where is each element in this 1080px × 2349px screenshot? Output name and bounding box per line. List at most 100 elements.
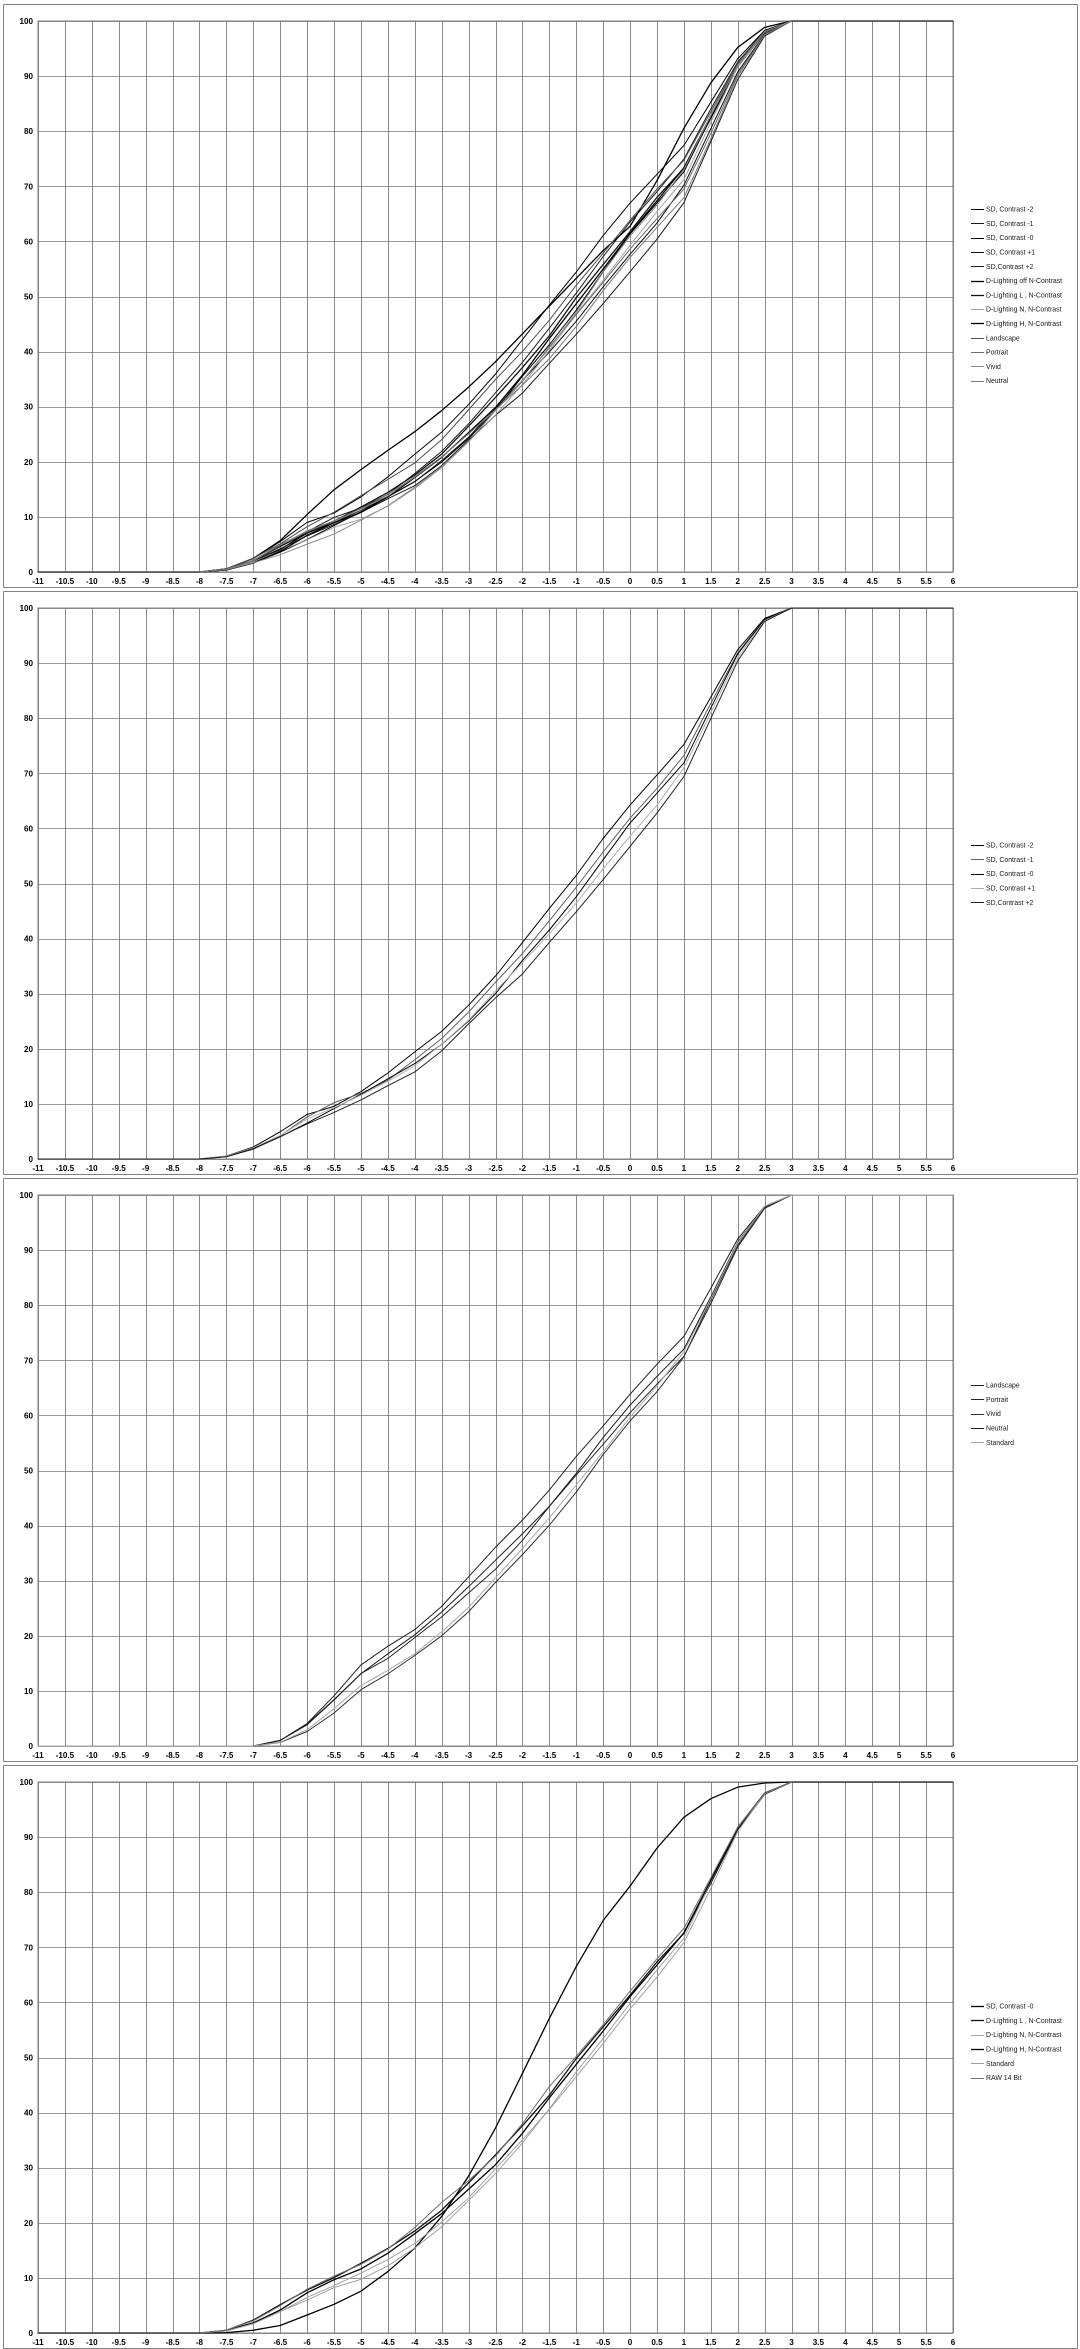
svg-text:-11: -11 — [32, 1164, 44, 1173]
svg-text:-4: -4 — [411, 2338, 419, 2347]
svg-text:-10.5: -10.5 — [55, 2338, 74, 2347]
svg-text:-0.5: -0.5 — [596, 1751, 610, 1760]
svg-text:6: 6 — [950, 1751, 955, 1760]
svg-text:SD, Contrast -0: SD, Contrast -0 — [986, 235, 1034, 242]
svg-text:1.5: 1.5 — [705, 577, 717, 586]
svg-text:5: 5 — [896, 1751, 901, 1760]
svg-text:50: 50 — [23, 293, 33, 302]
svg-text:30: 30 — [23, 990, 33, 999]
svg-text:0: 0 — [627, 2338, 632, 2347]
svg-text:-9.5: -9.5 — [111, 2338, 125, 2347]
svg-text:-8.5: -8.5 — [165, 1164, 179, 1173]
svg-text:-9: -9 — [142, 577, 150, 586]
svg-text:-2: -2 — [518, 1164, 526, 1173]
svg-text:0.5: 0.5 — [651, 2338, 663, 2347]
svg-text:-5.5: -5.5 — [327, 1164, 341, 1173]
svg-text:3.5: 3.5 — [812, 577, 824, 586]
svg-text:-2.5: -2.5 — [488, 1164, 502, 1173]
svg-text:3: 3 — [789, 1751, 794, 1760]
svg-text:2.5: 2.5 — [758, 2338, 770, 2347]
svg-text:70: 70 — [23, 182, 33, 191]
svg-text:D-Lighting H, N-Contrast: D-Lighting H, N-Contrast — [986, 321, 1062, 328]
svg-text:-2.5: -2.5 — [488, 577, 502, 586]
svg-text:2: 2 — [735, 577, 740, 586]
svg-text:-4: -4 — [411, 1164, 419, 1173]
svg-text:-3.5: -3.5 — [434, 1751, 448, 1760]
svg-text:70: 70 — [23, 769, 33, 778]
svg-text:-3.5: -3.5 — [434, 1164, 448, 1173]
svg-text:100: 100 — [19, 1778, 33, 1787]
svg-text:3: 3 — [789, 2338, 794, 2347]
svg-text:-7.5: -7.5 — [219, 1164, 233, 1173]
svg-text:-3: -3 — [464, 1164, 472, 1173]
svg-text:-4.5: -4.5 — [380, 577, 394, 586]
svg-text:30: 30 — [23, 2164, 33, 2173]
svg-text:50: 50 — [23, 880, 33, 889]
svg-text:60: 60 — [23, 237, 33, 246]
svg-text:-10.5: -10.5 — [55, 1164, 74, 1173]
svg-text:-5.5: -5.5 — [327, 1751, 341, 1760]
svg-text:SD, Contrast -2: SD, Contrast -2 — [986, 207, 1034, 214]
svg-text:5: 5 — [896, 2338, 901, 2347]
svg-text:100: 100 — [19, 1191, 33, 1200]
svg-text:-7: -7 — [249, 2338, 257, 2347]
svg-text:-8.5: -8.5 — [165, 577, 179, 586]
svg-text:-4: -4 — [411, 1751, 419, 1760]
svg-text:5.5: 5.5 — [920, 1751, 932, 1760]
svg-text:SD, Contrast -2: SD, Contrast -2 — [986, 843, 1034, 850]
svg-text:0: 0 — [627, 577, 632, 586]
svg-text:SD, Contrast +1: SD, Contrast +1 — [986, 250, 1035, 257]
svg-text:60: 60 — [23, 824, 33, 833]
svg-text:-9: -9 — [142, 1164, 150, 1173]
svg-text:0.5: 0.5 — [651, 577, 663, 586]
svg-text:-3.5: -3.5 — [434, 2338, 448, 2347]
svg-text:Neutral: Neutral — [986, 378, 1009, 385]
svg-text:40: 40 — [23, 1522, 33, 1531]
svg-text:40: 40 — [23, 935, 33, 944]
svg-text:Landscape: Landscape — [986, 1383, 1020, 1390]
svg-text:90: 90 — [23, 659, 33, 668]
svg-text:10: 10 — [23, 1687, 33, 1696]
svg-text:-6: -6 — [303, 2338, 311, 2347]
svg-text:-11: -11 — [32, 1751, 44, 1760]
svg-text:SD, Contrast -1: SD, Contrast -1 — [986, 221, 1034, 228]
svg-text:Neutral: Neutral — [986, 1426, 1009, 1433]
svg-text:50: 50 — [23, 1467, 33, 1476]
svg-text:-8: -8 — [195, 1751, 203, 1760]
svg-text:0: 0 — [28, 1155, 33, 1164]
svg-text:20: 20 — [23, 458, 33, 467]
svg-text:-2: -2 — [518, 2338, 526, 2347]
svg-text:70: 70 — [23, 1943, 33, 1952]
svg-text:-1.5: -1.5 — [542, 1751, 556, 1760]
svg-text:SD, Contrast +1: SD, Contrast +1 — [986, 886, 1035, 893]
svg-text:-5.5: -5.5 — [327, 2338, 341, 2347]
svg-text:-10: -10 — [85, 1164, 97, 1173]
svg-text:50: 50 — [23, 2054, 33, 2063]
svg-text:-11: -11 — [32, 2338, 44, 2347]
svg-text:80: 80 — [23, 714, 33, 723]
svg-text:4: 4 — [843, 2338, 848, 2347]
svg-text:1.5: 1.5 — [705, 1751, 717, 1760]
svg-text:2: 2 — [735, 2338, 740, 2347]
svg-text:-10: -10 — [85, 2338, 97, 2347]
svg-text:20: 20 — [23, 2219, 33, 2228]
svg-text:-1.5: -1.5 — [542, 1164, 556, 1173]
svg-text:30: 30 — [23, 1577, 33, 1586]
svg-text:40: 40 — [23, 2109, 33, 2118]
svg-text:1.5: 1.5 — [705, 2338, 717, 2347]
svg-text:-5: -5 — [357, 577, 365, 586]
svg-text:-6.5: -6.5 — [273, 1751, 287, 1760]
svg-text:-9.5: -9.5 — [111, 577, 125, 586]
svg-text:Standard: Standard — [986, 1440, 1014, 1447]
svg-text:6: 6 — [950, 577, 955, 586]
svg-text:2.5: 2.5 — [758, 577, 770, 586]
svg-text:RAW 14 Bit: RAW 14 Bit — [986, 2075, 1021, 2082]
svg-text:5: 5 — [896, 1164, 901, 1173]
svg-text:4: 4 — [843, 1164, 848, 1173]
svg-text:-3.5: -3.5 — [434, 577, 448, 586]
svg-text:-11: -11 — [32, 577, 44, 586]
svg-text:-3: -3 — [464, 2338, 472, 2347]
svg-text:6: 6 — [950, 1164, 955, 1173]
svg-text:Portrait: Portrait — [986, 1397, 1008, 1404]
svg-text:0: 0 — [28, 1742, 33, 1751]
